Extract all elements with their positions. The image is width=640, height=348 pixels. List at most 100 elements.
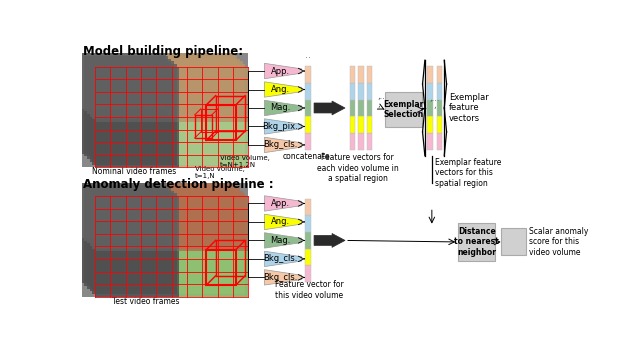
Bar: [358, 116, 364, 133]
Text: Exemplar feature
vectors for this
spatial region: Exemplar feature vectors for this spatia…: [435, 158, 501, 188]
Text: Feature vector for
this video volume: Feature vector for this video volume: [275, 280, 344, 300]
Bar: [95, 196, 179, 251]
Bar: [305, 133, 311, 150]
Bar: [87, 114, 171, 159]
Bar: [84, 185, 168, 240]
Bar: [81, 238, 166, 283]
Bar: [358, 100, 364, 116]
Text: ,: ,: [378, 100, 380, 109]
Bar: [90, 191, 174, 246]
Bar: [166, 238, 235, 283]
Bar: [90, 246, 174, 291]
Bar: [177, 119, 246, 165]
Bar: [179, 122, 248, 167]
Text: Scalar anomaly
score for this
video volume: Scalar anomaly score for this video volu…: [529, 227, 588, 257]
Bar: [458, 223, 495, 261]
Bar: [305, 100, 311, 116]
Bar: [81, 53, 166, 109]
Polygon shape: [264, 214, 301, 230]
Bar: [305, 249, 311, 266]
Bar: [436, 83, 442, 100]
Bar: [92, 249, 177, 294]
Text: Model building pipeline:: Model building pipeline:: [83, 45, 243, 58]
Bar: [385, 92, 422, 127]
Bar: [436, 66, 442, 83]
Bar: [436, 116, 442, 133]
Text: Bkg_cls.: Bkg_cls.: [263, 141, 297, 149]
Polygon shape: [264, 196, 301, 211]
Bar: [349, 66, 355, 83]
Bar: [168, 185, 237, 240]
Bar: [367, 100, 372, 116]
Bar: [174, 61, 243, 117]
Bar: [92, 193, 177, 249]
Bar: [428, 116, 433, 133]
Bar: [81, 183, 248, 296]
Bar: [92, 119, 177, 165]
Bar: [428, 66, 433, 83]
Text: Video volume,
t=N+1,2N: Video volume, t=N+1,2N: [220, 155, 270, 168]
Bar: [367, 116, 372, 133]
Polygon shape: [314, 101, 345, 115]
Bar: [81, 183, 166, 238]
Bar: [166, 109, 235, 154]
Bar: [179, 67, 248, 122]
Text: Ang.: Ang.: [271, 85, 290, 94]
Text: ,: ,: [434, 101, 436, 110]
Bar: [84, 240, 168, 286]
Bar: [81, 53, 248, 167]
Text: Nominal video frames: Nominal video frames: [92, 167, 177, 176]
Bar: [349, 116, 355, 133]
Text: Mag.: Mag.: [270, 236, 291, 245]
Text: Exemplar
feature
vectors: Exemplar feature vectors: [449, 93, 489, 123]
Bar: [305, 199, 311, 215]
Text: Anomaly detection pipeline :: Anomaly detection pipeline :: [83, 178, 274, 191]
Bar: [87, 188, 171, 243]
Bar: [166, 53, 235, 109]
Text: Distance
to nearest
neighbor: Distance to nearest neighbor: [454, 227, 499, 257]
Text: ..: ..: [305, 50, 311, 60]
Bar: [428, 133, 433, 150]
Bar: [177, 64, 246, 119]
Bar: [171, 114, 240, 159]
Bar: [168, 56, 237, 111]
Bar: [174, 246, 243, 291]
Bar: [358, 83, 364, 100]
Bar: [436, 100, 442, 116]
Bar: [90, 61, 174, 117]
Bar: [177, 249, 246, 294]
Bar: [171, 59, 240, 114]
Text: ,...: ,...: [378, 92, 388, 101]
Bar: [95, 67, 179, 122]
Bar: [501, 229, 525, 255]
Polygon shape: [264, 233, 301, 248]
Bar: [92, 64, 177, 119]
Bar: [81, 109, 166, 154]
Bar: [168, 111, 237, 157]
Bar: [95, 251, 179, 296]
Bar: [171, 243, 240, 288]
Bar: [305, 266, 311, 282]
Polygon shape: [264, 137, 301, 153]
Bar: [428, 100, 433, 116]
Text: App.: App.: [271, 199, 290, 208]
Bar: [174, 117, 243, 162]
Polygon shape: [264, 82, 301, 97]
Text: Bkg_cls.: Bkg_cls.: [263, 254, 297, 263]
Text: Bkg_pix.: Bkg_pix.: [262, 122, 298, 131]
Bar: [367, 66, 372, 83]
Bar: [87, 243, 171, 288]
Bar: [90, 117, 174, 162]
Bar: [436, 133, 442, 150]
Text: concatenate: concatenate: [282, 152, 330, 161]
Text: Mag.: Mag.: [270, 103, 291, 112]
Bar: [177, 193, 246, 249]
Bar: [305, 116, 311, 133]
Bar: [305, 66, 311, 83]
Bar: [166, 183, 235, 238]
Polygon shape: [314, 234, 345, 247]
Polygon shape: [264, 119, 301, 134]
Bar: [367, 133, 372, 150]
Bar: [171, 188, 240, 243]
Text: Test video frames: Test video frames: [112, 298, 180, 306]
